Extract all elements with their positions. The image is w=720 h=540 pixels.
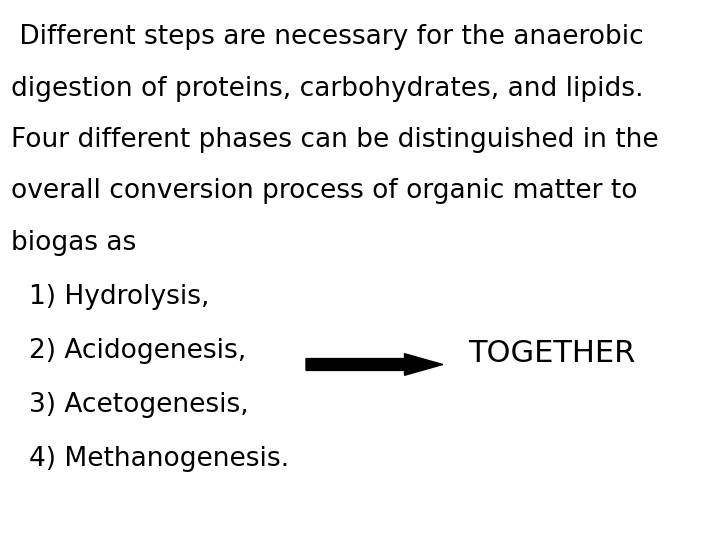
Text: TOGETHER: TOGETHER — [468, 339, 635, 368]
Text: 1) Hydrolysis,: 1) Hydrolysis, — [29, 284, 210, 309]
Text: Different steps are necessary for the anaerobic: Different steps are necessary for the an… — [11, 24, 644, 50]
Text: biogas as: biogas as — [11, 230, 136, 255]
Text: Four different phases can be distinguished in the: Four different phases can be distinguish… — [11, 127, 658, 153]
Text: 2) Acidogenesis,: 2) Acidogenesis, — [29, 338, 246, 363]
Text: 3) Acetogenesis,: 3) Acetogenesis, — [29, 392, 248, 417]
Text: 4) Methanogenesis.: 4) Methanogenesis. — [29, 446, 289, 471]
Text: overall conversion process of organic matter to: overall conversion process of organic ma… — [11, 178, 637, 204]
Polygon shape — [306, 354, 443, 375]
Text: digestion of proteins, carbohydrates, and lipids.: digestion of proteins, carbohydrates, an… — [11, 76, 643, 102]
